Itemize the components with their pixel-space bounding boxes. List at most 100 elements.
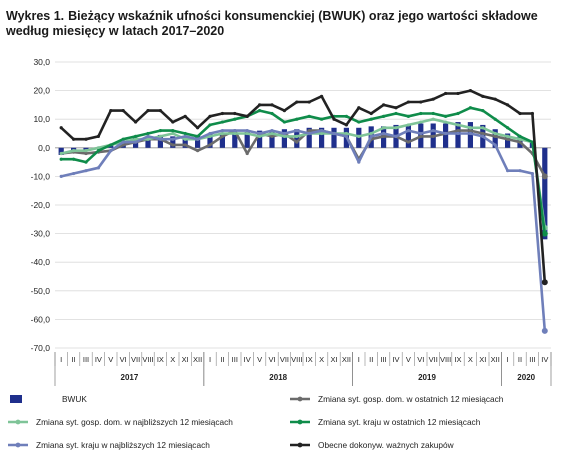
series-point [530, 171, 535, 176]
series-point [456, 111, 460, 116]
series-point [518, 134, 522, 138]
month-label: I [358, 355, 360, 364]
chart-title-number: Wykres 1. [6, 9, 65, 23]
series-point [295, 100, 299, 104]
series-point [183, 131, 187, 136]
series-point [171, 131, 175, 136]
series-point [419, 131, 423, 136]
series-point [233, 131, 237, 136]
bar [182, 136, 188, 148]
series-point [233, 117, 237, 121]
series-point [59, 151, 63, 156]
series-point [369, 134, 373, 138]
series-point [468, 131, 472, 136]
series-point [84, 169, 88, 173]
series-point [406, 123, 410, 127]
series-point [382, 134, 386, 138]
series-point [481, 134, 485, 138]
series-end-marker [541, 230, 548, 237]
series-point [320, 94, 324, 98]
series-point [72, 149, 76, 153]
bar [219, 133, 226, 148]
series-point [369, 111, 373, 116]
legend-label: BWUK [62, 394, 87, 404]
series-point [518, 169, 522, 173]
series-point [456, 123, 460, 127]
series-point [431, 129, 435, 133]
series-point [72, 137, 76, 141]
series-point [96, 146, 100, 150]
series-point [245, 129, 249, 133]
month-label: V [257, 355, 262, 364]
month-label: I [60, 355, 62, 364]
series-point [72, 171, 76, 176]
month-label: X [319, 355, 324, 364]
series-point [419, 134, 423, 138]
series-point [431, 111, 435, 116]
series-end-marker [541, 173, 548, 180]
year-label: 2017 [121, 373, 139, 382]
series-point [258, 131, 262, 136]
bar [294, 129, 300, 148]
chart-title: Wykres 1. Bieżący wskaźnik ufności konsum… [6, 9, 546, 39]
series-point [245, 151, 249, 156]
series-point [344, 114, 348, 118]
month-label: XII [342, 355, 351, 364]
series-lines [59, 89, 548, 334]
series-point [183, 143, 187, 147]
month-label: VIII [440, 355, 451, 364]
month-label: XII [491, 355, 500, 364]
series-point [506, 103, 510, 107]
series-point [419, 100, 423, 104]
month-label: I [209, 355, 211, 364]
series-point [444, 91, 448, 96]
series-point [295, 140, 299, 144]
month-label: VI [417, 355, 424, 364]
series-point [344, 134, 348, 138]
series-point [357, 120, 361, 124]
series-line [61, 106, 547, 234]
series-point [196, 126, 200, 130]
series-point [220, 131, 224, 136]
series-point [134, 137, 138, 141]
series-point [320, 117, 324, 121]
series-point [258, 103, 262, 107]
series-point [96, 134, 100, 138]
series-point [134, 140, 138, 144]
series-point [506, 137, 510, 141]
series-point [419, 111, 423, 116]
series-point [444, 131, 448, 136]
y-tick-label: -40,0 [31, 257, 51, 267]
bar [331, 127, 337, 148]
month-label: II [369, 355, 373, 364]
series-point [220, 134, 224, 138]
series-point [506, 134, 510, 138]
series-point [493, 143, 497, 147]
bar [492, 129, 498, 148]
series-point [146, 131, 150, 136]
series-point [493, 97, 497, 101]
series-point [444, 120, 448, 124]
series-point [84, 151, 88, 156]
series-point [196, 137, 200, 141]
series-point [109, 149, 113, 153]
series-point [481, 126, 485, 130]
series-point [183, 134, 187, 138]
series-point [121, 109, 125, 113]
series-point [59, 174, 63, 178]
series-point [394, 111, 398, 116]
month-label: IV [392, 355, 399, 364]
legend-swatch-marker [15, 442, 21, 448]
month-label: VIII [291, 355, 302, 364]
month-label: IX [306, 355, 313, 364]
series-point [208, 134, 212, 138]
series-point [357, 160, 361, 164]
series-point [183, 114, 187, 118]
month-label: III [380, 355, 386, 364]
series-point [270, 111, 274, 116]
month-label: X [170, 355, 175, 364]
bar [232, 132, 238, 148]
series-line [60, 129, 547, 331]
series-point [506, 169, 510, 173]
legend-label: Zmiana syt. gosp. dom. w ostatnich 12 mi… [318, 394, 504, 404]
